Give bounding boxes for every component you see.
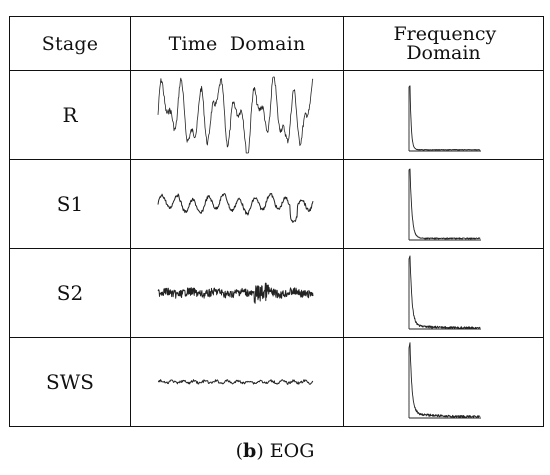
stage-cell-s1: S1 xyxy=(9,159,131,249)
table-row-r: R xyxy=(9,70,544,160)
time-domain-waveform-s2 xyxy=(157,282,314,304)
time-domain-waveform-r xyxy=(157,76,314,154)
waveform-trace xyxy=(157,379,314,385)
frequency-spectrum-r xyxy=(408,85,481,152)
stage-label-s1: S1 xyxy=(56,192,84,216)
frequency-spectrum-sws xyxy=(408,342,481,419)
frequency-domain-header-label: Frequency Domain xyxy=(393,22,497,64)
time-domain-cell-s1 xyxy=(130,159,344,249)
figure-caption: (b) EOG xyxy=(235,440,315,462)
frequency-spectrum-s1 xyxy=(408,168,481,241)
waveform-trace xyxy=(157,193,314,223)
time-domain-cell-r xyxy=(130,70,344,160)
time-domain-cell-s2 xyxy=(130,248,344,338)
spectrum-trace xyxy=(408,342,480,419)
time-domain-waveform-s1 xyxy=(157,193,314,223)
stage-header-label: Stage xyxy=(41,32,99,55)
table-row-sws: SWS xyxy=(9,337,544,427)
time-domain-header: Time Domain xyxy=(130,16,344,71)
waveform-trace xyxy=(157,76,314,154)
table-row-s1: S1 xyxy=(9,159,544,249)
spectrum-trace xyxy=(408,168,480,240)
frequency-domain-header: Frequency Domain xyxy=(343,16,544,71)
eog-stage-table: Stage Time Domain Frequency Domain R S1 xyxy=(9,16,544,427)
frequency-domain-cell-s2 xyxy=(343,248,544,338)
stage-label-s2: S2 xyxy=(56,281,84,305)
spectrum-trace xyxy=(408,85,480,151)
waveform-trace xyxy=(157,282,314,304)
frequency-spectrum-s2 xyxy=(408,255,481,330)
frequency-domain-cell-r xyxy=(343,70,544,160)
stage-cell-s2: S2 xyxy=(9,248,131,338)
table-header-row: Stage Time Domain Frequency Domain xyxy=(9,16,544,71)
frequency-domain-cell-s1 xyxy=(343,159,544,249)
frequency-domain-cell-sws xyxy=(343,337,544,427)
time-domain-header-label: Time Domain xyxy=(168,32,306,55)
stage-label-r: R xyxy=(62,103,78,127)
table-row-s2: S2 xyxy=(9,248,544,338)
time-domain-cell-sws xyxy=(130,337,344,427)
stage-label-sws: SWS xyxy=(46,370,94,394)
stage-cell-sws: SWS xyxy=(9,337,131,427)
stage-cell-r: R xyxy=(9,70,131,160)
caption-text: EOG xyxy=(269,440,315,462)
spectrum-trace xyxy=(408,255,480,330)
time-domain-waveform-sws xyxy=(157,379,314,385)
stage-header: Stage xyxy=(9,16,131,71)
caption-letter: b xyxy=(243,440,257,462)
